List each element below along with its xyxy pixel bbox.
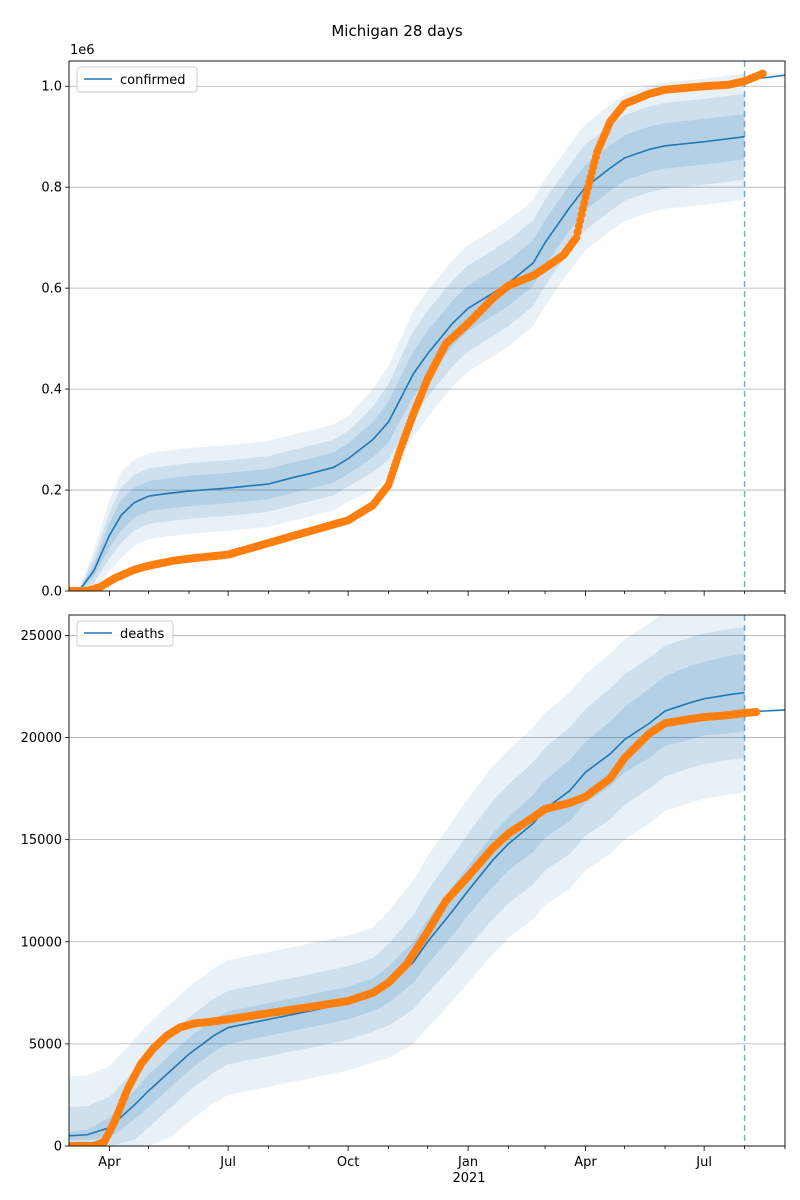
deaths-ytick-label: 0 bbox=[54, 1140, 62, 1155]
deaths-ytick-label: 25000 bbox=[21, 629, 62, 644]
confirmed-scale-offset-label: 1e6 bbox=[70, 43, 95, 58]
deaths-observed-point bbox=[752, 708, 761, 717]
xtick-label: Apr bbox=[574, 1155, 597, 1170]
deaths-model-line bbox=[69, 691, 745, 1137]
deaths-ytick-label: 10000 bbox=[21, 935, 62, 950]
confirmed-ytick-label: 0.2 bbox=[41, 484, 62, 499]
xtick-label: Jul bbox=[219, 1155, 236, 1170]
confirmed-frame bbox=[68, 60, 786, 592]
confirmed-ytick-label: 0.6 bbox=[41, 282, 62, 297]
xtick-label: Oct bbox=[337, 1155, 359, 1170]
xtick-label: Apr bbox=[98, 1155, 121, 1170]
confirmed-ytick-label: 0.0 bbox=[41, 585, 62, 600]
deaths-y-ticks: 0 5000 10000 15000 20000 25000 bbox=[21, 629, 69, 1155]
confirmed-legend: confirmed bbox=[76, 66, 198, 93]
xtick-label: Jan bbox=[457, 1155, 478, 1170]
confirmed-axes-frame bbox=[68, 60, 786, 592]
confirmed-ytick-label: 0.8 bbox=[41, 181, 62, 196]
deaths-ytick-label: 5000 bbox=[29, 1037, 62, 1052]
deaths-ytick-label: 20000 bbox=[21, 731, 62, 746]
confirmed-y-ticks: 0.0 0.2 0.4 0.6 0.8 1.0 bbox=[41, 80, 69, 600]
confirmed-ytick-label: 1.0 bbox=[41, 80, 62, 95]
confirmed-ytick-label: 0.4 bbox=[41, 383, 62, 398]
confirmed-observed-point bbox=[758, 69, 767, 78]
confirmed-band-inner bbox=[69, 114, 745, 591]
confirmed-observed-points bbox=[69, 69, 767, 591]
confirmed-uncertainty-bands bbox=[69, 73, 745, 591]
deaths-band-outer bbox=[69, 615, 745, 1146]
confirmed-band-outer bbox=[69, 73, 745, 591]
deaths-uncertainty-bands bbox=[69, 615, 745, 1146]
figure-title: Michigan 28 days bbox=[331, 22, 462, 40]
deaths-ytick-label: 15000 bbox=[21, 833, 62, 848]
confirmed-legend-label: confirmed bbox=[120, 73, 186, 88]
deaths-legend-label: deaths bbox=[120, 627, 165, 642]
deaths-frame bbox=[68, 614, 786, 1147]
deaths-observed-points bbox=[69, 708, 761, 1146]
confirmed-band-middle bbox=[69, 93, 745, 591]
deaths-legend: deaths bbox=[76, 620, 174, 647]
confirmed-panel: 0.0 0.2 0.4 0.6 0.8 1.0 1e6 confirmed bbox=[41, 43, 786, 600]
deaths-axes-frame bbox=[68, 614, 786, 1147]
xtick-label: Jul bbox=[695, 1155, 712, 1170]
confirmed-model-line bbox=[69, 135, 745, 591]
deaths-x-ticks: Apr Jul Oct Jan Apr Jul bbox=[98, 1146, 786, 1170]
x-axis-year-label: 2021 bbox=[452, 1171, 485, 1186]
confirmed-x-ticks bbox=[109, 591, 786, 596]
